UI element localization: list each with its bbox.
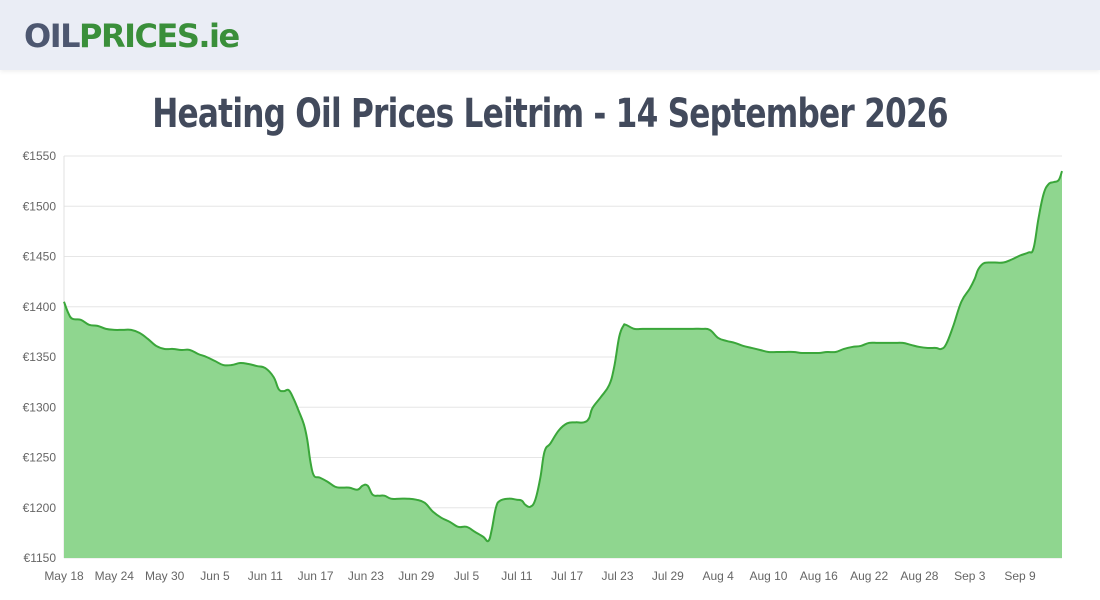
- x-tick-label: Jun 23: [348, 569, 384, 583]
- site-header: OILPRICES.ie: [0, 0, 1100, 70]
- price-line: [63, 170, 1063, 543]
- x-tick-label: Jul 23: [601, 569, 633, 583]
- x-tick-label: Jul 11: [501, 569, 532, 583]
- x-axis: May 18 May 24 May 30 Jun 5 Jun 11 Jun 17 Jun 2…: [44, 569, 1036, 583]
- y-tick-label: €1550: [23, 149, 57, 163]
- x-tick-label: Jul 17: [551, 569, 583, 583]
- logo-text-tld: .ie: [198, 17, 240, 55]
- site-logo[interactable]: OILPRICES.ie: [24, 16, 240, 56]
- x-tick-label: Aug 10: [749, 569, 787, 583]
- x-tick-label: Jun 17: [298, 569, 334, 583]
- x-tick-label: Aug 16: [800, 569, 838, 583]
- y-tick-label: €1400: [23, 300, 57, 314]
- x-tick-label: Jun 29: [398, 569, 434, 583]
- x-tick-label: Jun 11: [248, 569, 283, 583]
- x-tick-label: Aug 22: [850, 569, 888, 583]
- x-tick-label: May 18: [44, 569, 84, 583]
- x-tick-label: Jun 5: [200, 569, 230, 583]
- x-tick-label: Jul 29: [652, 569, 684, 583]
- logo-text-prices: PRICES: [79, 17, 200, 55]
- x-tick-label: Sep 9: [1004, 569, 1036, 583]
- y-tick-label: €1500: [23, 199, 57, 213]
- y-tick-label: €1300: [23, 400, 57, 414]
- y-tick-label: €1150: [24, 551, 57, 565]
- x-tick-label: Jul 5: [454, 569, 480, 583]
- y-tick-label: €1350: [23, 350, 57, 364]
- x-tick-label: May 24: [95, 569, 135, 583]
- price-chart: €1150 €1200 €1250 €1300 €1350 €1400 €1450 €1500…: [23, 149, 1063, 583]
- logo-text-oil: OIL: [24, 17, 81, 55]
- y-tick-label: €1450: [23, 250, 57, 264]
- x-tick-label: May 30: [145, 569, 185, 583]
- page-title: Heating Oil Prices Leitrim - 14 Septembe…: [152, 91, 948, 137]
- price-area-fill: [64, 171, 1062, 558]
- x-tick-label: Sep 3: [954, 569, 986, 583]
- y-tick-label: €1250: [23, 451, 57, 465]
- x-tick-label: Aug 4: [702, 569, 734, 583]
- y-axis: €1150 €1200 €1250 €1300 €1350 €1400 €1450 €1500…: [23, 149, 57, 565]
- y-tick-label: €1200: [23, 501, 57, 515]
- x-tick-label: Aug 28: [900, 569, 938, 583]
